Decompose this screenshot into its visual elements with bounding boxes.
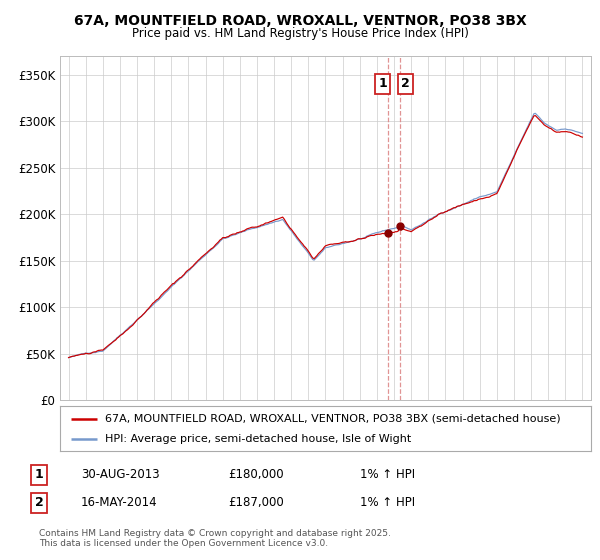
Text: 2: 2 — [401, 77, 410, 90]
Text: £180,000: £180,000 — [228, 468, 284, 482]
Text: 2: 2 — [35, 496, 43, 510]
Text: Contains HM Land Registry data © Crown copyright and database right 2025.
This d: Contains HM Land Registry data © Crown c… — [39, 529, 391, 548]
Text: 16-MAY-2014: 16-MAY-2014 — [81, 496, 158, 510]
Text: 1% ↑ HPI: 1% ↑ HPI — [360, 468, 415, 482]
Text: 67A, MOUNTFIELD ROAD, WROXALL, VENTNOR, PO38 3BX: 67A, MOUNTFIELD ROAD, WROXALL, VENTNOR, … — [74, 14, 526, 28]
Text: 1% ↑ HPI: 1% ↑ HPI — [360, 496, 415, 510]
Text: Price paid vs. HM Land Registry's House Price Index (HPI): Price paid vs. HM Land Registry's House … — [131, 27, 469, 40]
Text: 1: 1 — [379, 77, 388, 90]
Text: 67A, MOUNTFIELD ROAD, WROXALL, VENTNOR, PO38 3BX (semi-detached house): 67A, MOUNTFIELD ROAD, WROXALL, VENTNOR, … — [105, 413, 561, 423]
Text: 30-AUG-2013: 30-AUG-2013 — [81, 468, 160, 482]
Text: 1: 1 — [35, 468, 43, 482]
Text: £187,000: £187,000 — [228, 496, 284, 510]
Text: HPI: Average price, semi-detached house, Isle of Wight: HPI: Average price, semi-detached house,… — [105, 433, 412, 444]
